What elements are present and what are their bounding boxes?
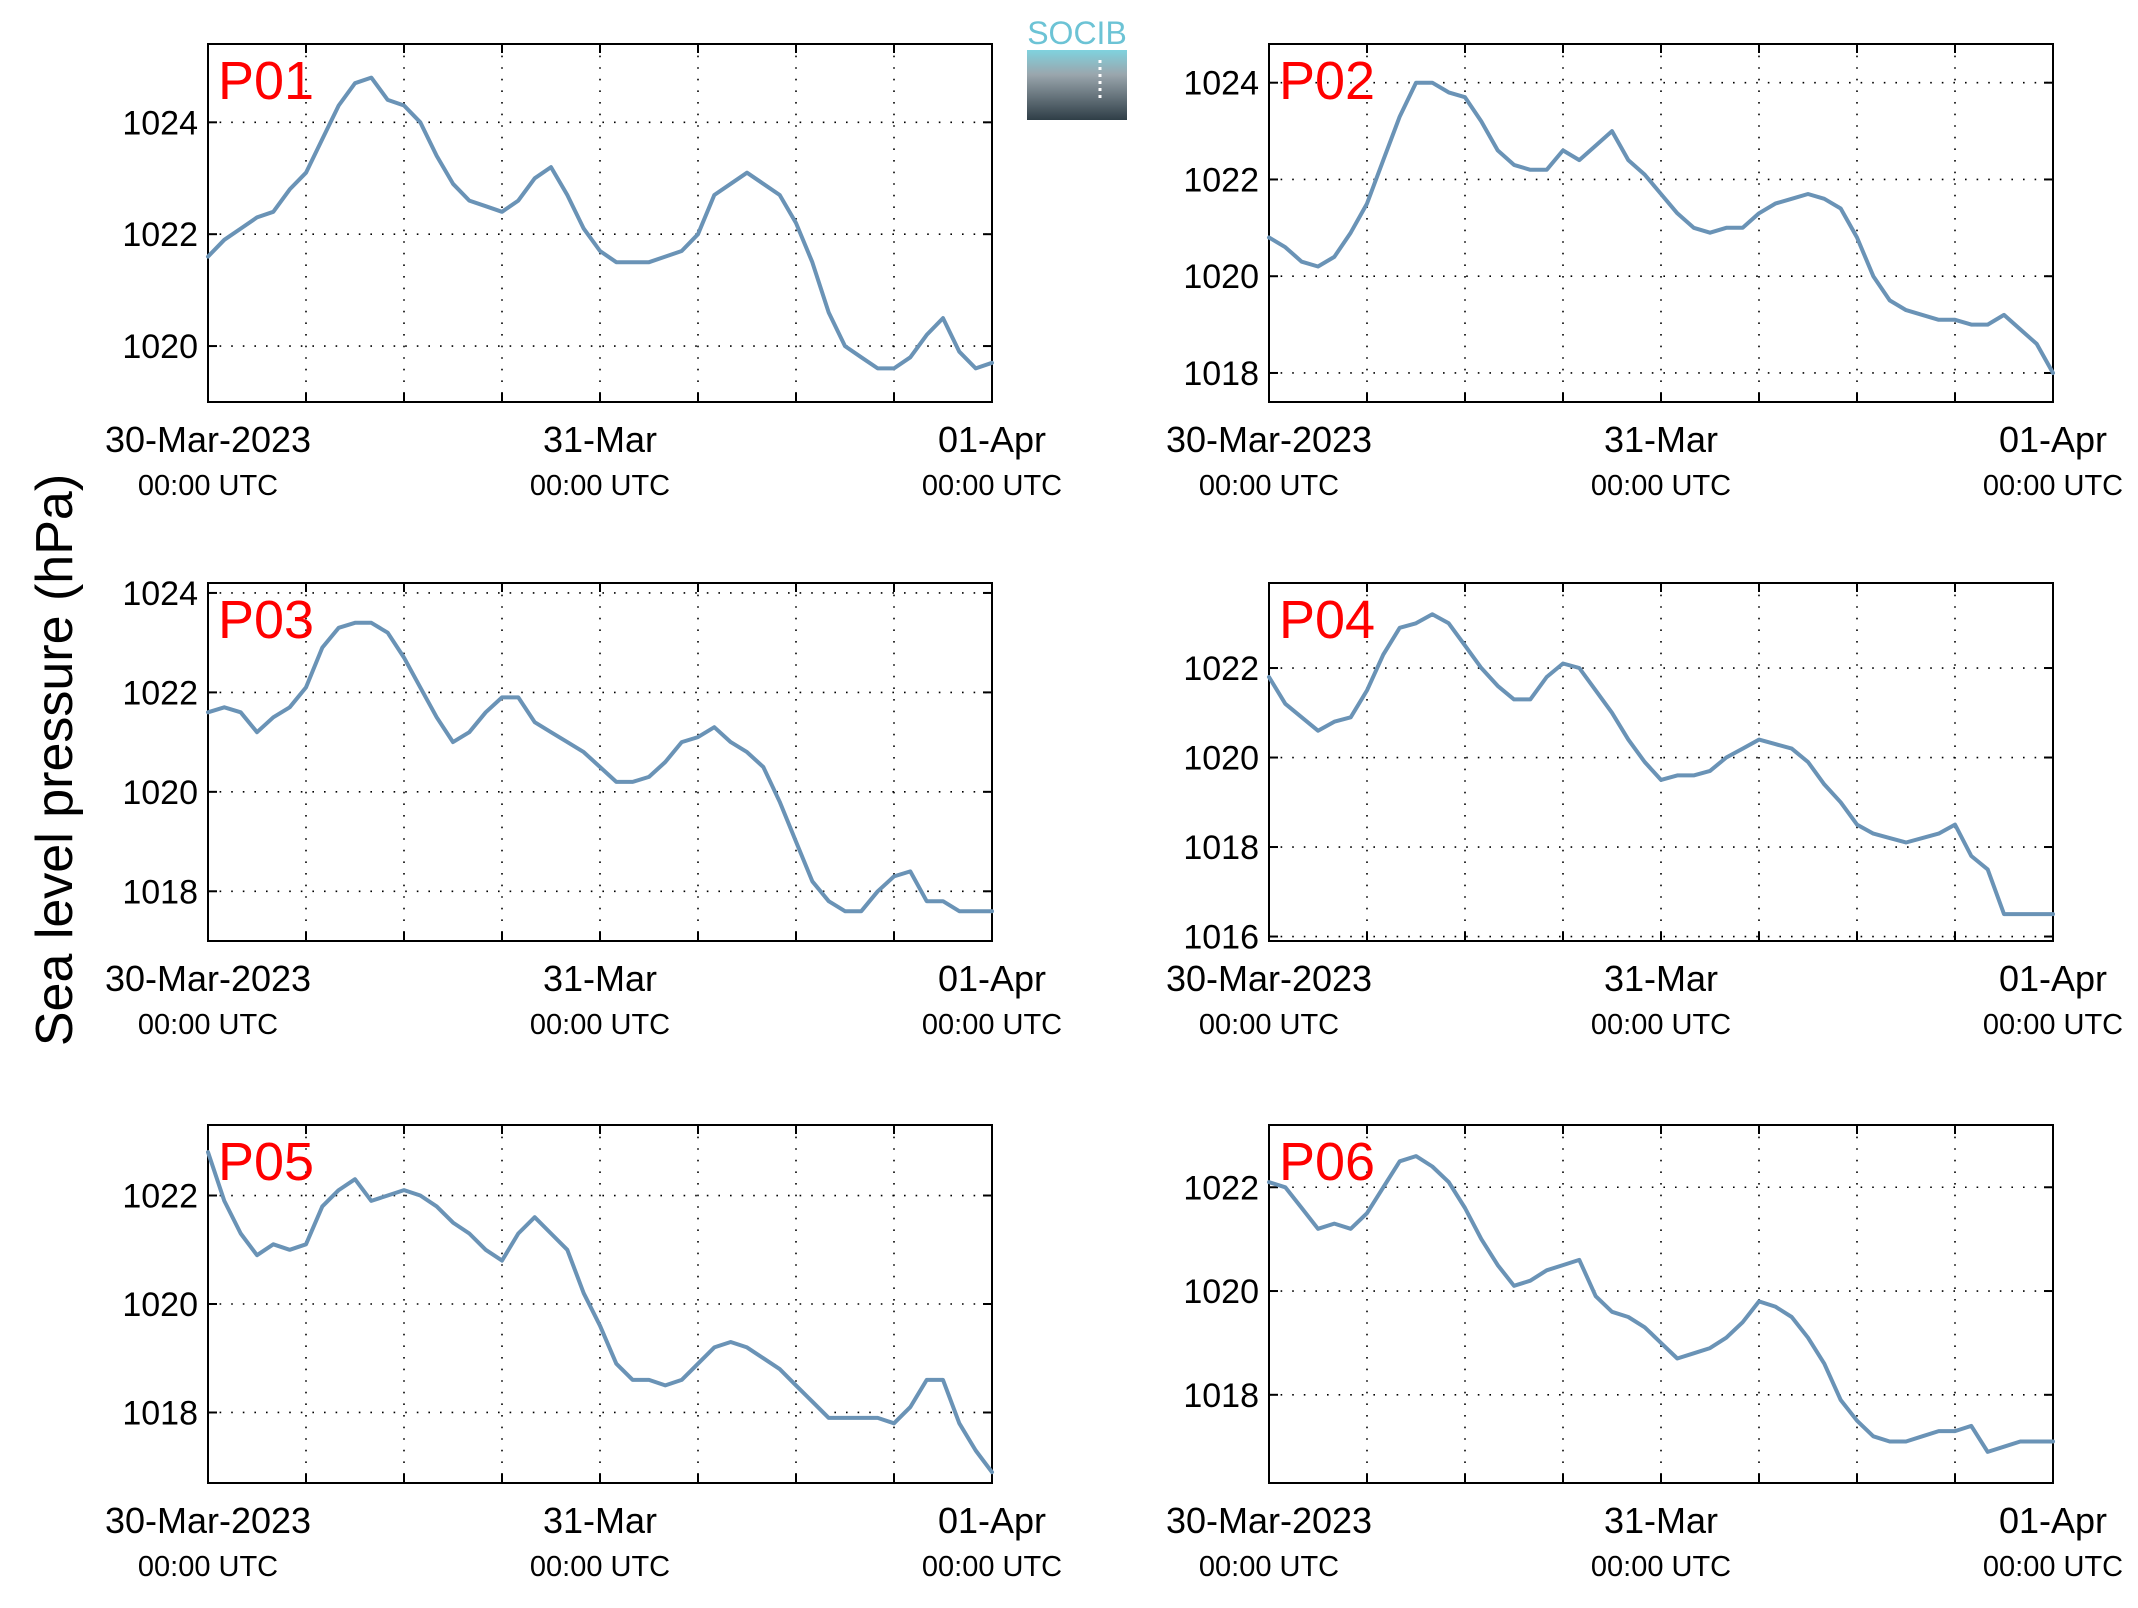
- y-tick-label: 1024: [1183, 65, 1259, 103]
- x-tick-time-label: 00:00 UTC: [922, 1009, 1062, 1041]
- y-axis-label: Sea level pressure (hPa): [26, 474, 84, 1046]
- x-tick-date-label: 31-Mar: [543, 958, 657, 999]
- x-tick-time-label: 00:00 UTC: [138, 1009, 278, 1041]
- y-tick-label: 1024: [122, 104, 198, 142]
- x-tick-time-label: 00:00 UTC: [1591, 470, 1731, 502]
- x-tick-date-label: 31-Mar: [1604, 1500, 1718, 1541]
- y-tick-label: 1022: [122, 216, 198, 254]
- x-tick-time-label: 00:00 UTC: [530, 1551, 670, 1583]
- panel-p03: 1018 1020 1022 1024 30-Mar-2023 00:00 UTC 31-M…: [105, 575, 1062, 1041]
- series-line-p02: [1267, 80, 2055, 375]
- panel-label: P03: [218, 590, 314, 650]
- y-tick-label: 1022: [122, 1178, 198, 1216]
- x-tick-date-label: 01-Apr: [1999, 419, 2107, 460]
- panel-label: P01: [218, 51, 314, 111]
- x-tick-time-label: 00:00 UTC: [1591, 1009, 1731, 1041]
- x-tick-time-label: 00:00 UTC: [1591, 1551, 1731, 1583]
- panel-p04: 1016 1018 1020 1022 30-Mar-2023 00:00 UTC 31-M…: [1166, 582, 2123, 1041]
- panels: 1020 1022 1024 30-Mar-2023 00:00 UTC 31-Mar 00…: [105, 43, 2123, 1583]
- panel-label: P06: [1279, 1132, 1375, 1192]
- x-tick-date-label: 01-Apr: [1999, 1500, 2107, 1541]
- x-tick-time-label: 00:00 UTC: [1199, 1009, 1339, 1041]
- y-tick-label: 1018: [1183, 355, 1259, 393]
- x-tick-date-label: 01-Apr: [938, 419, 1046, 460]
- x-tick-date-label: 30-Mar-2023: [1166, 419, 1372, 460]
- y-tick-label: 1022: [122, 674, 198, 712]
- x-tick-date-label: 31-Mar: [1604, 958, 1718, 999]
- x-tick-time-label: 00:00 UTC: [1199, 470, 1339, 502]
- logo-text: SOCIB: [1027, 15, 1127, 51]
- x-tick-date-label: 31-Mar: [543, 419, 657, 460]
- x-tick-time-label: 00:00 UTC: [1983, 470, 2123, 502]
- panel-p01: 1020 1022 1024 30-Mar-2023 00:00 UTC 31-Mar 00…: [105, 43, 1062, 502]
- series-line-p05: [206, 1150, 994, 1475]
- x-tick-date-label: 30-Mar-2023: [105, 1500, 311, 1541]
- y-tick-label: 1018: [1183, 829, 1259, 867]
- socib-logo: SOCIB: [1027, 15, 1127, 120]
- x-tick-date-label: 01-Apr: [1999, 958, 2107, 999]
- panel-p05: 1018 1020 1022 30-Mar-2023 00:00 UTC 31-Mar 00…: [105, 1124, 1062, 1583]
- series-line-p01: [206, 75, 994, 371]
- x-tick-time-label: 00:00 UTC: [138, 470, 278, 502]
- y-tick-label: 1020: [1183, 1273, 1259, 1311]
- x-tick-time-label: 00:00 UTC: [138, 1551, 278, 1583]
- x-tick-time-label: 00:00 UTC: [1983, 1009, 2123, 1041]
- y-tick-label: 1020: [1183, 258, 1259, 296]
- logo-badge-icon: [1027, 50, 1127, 120]
- x-tick-time-label: 00:00 UTC: [922, 1551, 1062, 1583]
- x-tick-time-label: 00:00 UTC: [1199, 1551, 1339, 1583]
- y-tick-label: 1016: [1183, 919, 1259, 957]
- y-tick-label: 1020: [122, 328, 198, 366]
- panel-label: P02: [1279, 51, 1375, 111]
- x-tick-date-label: 31-Mar: [1604, 419, 1718, 460]
- x-tick-time-label: 00:00 UTC: [1983, 1551, 2123, 1583]
- x-tick-date-label: 01-Apr: [938, 1500, 1046, 1541]
- y-tick-label: 1018: [122, 873, 198, 911]
- x-tick-date-label: 30-Mar-2023: [105, 419, 311, 460]
- y-tick-label: 1018: [1183, 1377, 1259, 1415]
- x-tick-date-label: 30-Mar-2023: [1166, 1500, 1372, 1541]
- panel-p02: 1018 1020 1022 1024 30-Mar-2023 00:00 UTC 31-M…: [1166, 43, 2123, 502]
- y-tick-label: 1020: [122, 1286, 198, 1324]
- y-tick-label: 1022: [1183, 650, 1259, 688]
- y-tick-label: 1020: [122, 774, 198, 812]
- series-line-p06: [1267, 1154, 2055, 1454]
- x-tick-date-label: 31-Mar: [543, 1500, 657, 1541]
- y-tick-label: 1020: [1183, 740, 1259, 778]
- y-tick-label: 1022: [1183, 1169, 1259, 1207]
- y-tick-label: 1024: [122, 575, 198, 613]
- series-line-p04: [1267, 612, 2055, 917]
- x-tick-date-label: 30-Mar-2023: [105, 958, 311, 999]
- x-tick-time-label: 00:00 UTC: [530, 1009, 670, 1041]
- panel-label: P04: [1279, 590, 1375, 650]
- y-tick-label: 1022: [1183, 161, 1259, 199]
- y-tick-label: 1018: [122, 1394, 198, 1432]
- x-tick-time-label: 00:00 UTC: [922, 470, 1062, 502]
- x-tick-time-label: 00:00 UTC: [530, 470, 670, 502]
- x-tick-date-label: 30-Mar-2023: [1166, 958, 1372, 999]
- panel-label: P05: [218, 1132, 314, 1192]
- x-tick-date-label: 01-Apr: [938, 958, 1046, 999]
- panel-p06: 1018 1020 1022 30-Mar-2023 00:00 UTC 31-Mar 00…: [1166, 1124, 2123, 1583]
- series-line-p03: [206, 620, 994, 914]
